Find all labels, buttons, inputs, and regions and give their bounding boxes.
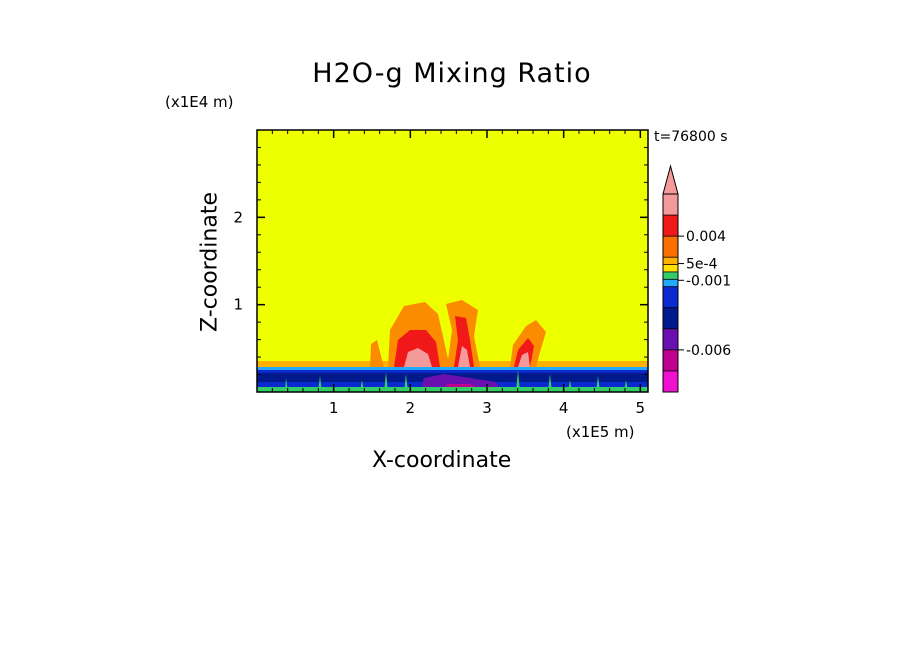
time-label: t=76800 s	[654, 129, 728, 145]
colorbar-label: -0.006	[686, 343, 731, 359]
colorbar-swatch	[663, 257, 678, 265]
x-tick-label: 5	[636, 399, 646, 417]
colorbar-swatch	[663, 215, 678, 237]
colorbar-swatch	[663, 264, 678, 272]
colorbar-swatch	[663, 194, 678, 216]
colorbar-swatch	[663, 271, 678, 280]
colorbar-swatch	[663, 328, 678, 350]
plume-0-outer	[370, 340, 384, 367]
minor-ticks	[257, 130, 648, 392]
colorbar-swatch	[663, 286, 678, 308]
colorbar-arrow	[662, 164, 679, 195]
colorbar-swatch	[663, 307, 678, 329]
colorbar: 0.004 5e-4-0.001 -0.006	[662, 164, 731, 393]
surface-green	[257, 387, 648, 392]
chart-title: H2O-g Mixing Ratio	[312, 58, 592, 89]
x-axis-label: X-coordinate	[372, 448, 512, 473]
x-tick-label: 1	[329, 399, 339, 417]
colorbar-swatch	[663, 370, 678, 392]
plume-2-pink	[458, 346, 470, 367]
contour-field	[257, 300, 648, 392]
colorbar-swatch	[663, 236, 678, 258]
plot-frame	[256, 129, 649, 393]
x-tick-label: 4	[559, 399, 569, 417]
colorbar-label: 0.004	[686, 229, 726, 245]
plume-2-core	[454, 316, 474, 367]
z-tick-label: 2	[233, 208, 243, 226]
colorbar-swatch	[663, 279, 678, 287]
x-tick-label: 2	[406, 399, 416, 417]
x-tick-label: 3	[482, 399, 492, 417]
plume-3-pink	[518, 352, 530, 367]
z-tick-label: 1	[233, 296, 243, 314]
x-axis-scale-label: (x1E5 m)	[566, 423, 635, 441]
colorbar-frame	[662, 193, 679, 393]
surface-spikes	[285, 370, 628, 392]
z-axis-scale-label: (x1E4 m)	[165, 93, 234, 111]
colorbar-label: 5e-4	[686, 257, 718, 273]
boundary-layer-light	[257, 367, 648, 370]
colorbar-swatch	[663, 349, 678, 371]
colorbar-label: -0.001	[686, 273, 731, 289]
plume-1-pink	[404, 348, 432, 367]
